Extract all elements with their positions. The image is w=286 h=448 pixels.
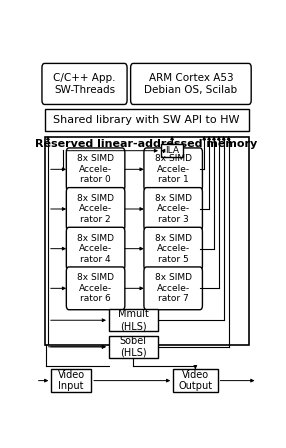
Text: Reserved linear-addressed memory: Reserved linear-addressed memory [35, 139, 258, 149]
Text: 8x SIMD
Accele-
rator 6: 8x SIMD Accele- rator 6 [77, 273, 114, 303]
Text: Video
Input: Video Input [58, 370, 85, 392]
FancyBboxPatch shape [66, 227, 125, 270]
Bar [45, 109, 249, 131]
Bar [109, 309, 158, 332]
Text: 8x SIMD
Accele-
rator 3: 8x SIMD Accele- rator 3 [155, 194, 192, 224]
Text: Video
Output: Video Output [178, 370, 212, 392]
FancyBboxPatch shape [144, 148, 202, 191]
Text: 8x SIMD
Accele-
rator 0: 8x SIMD Accele- rator 0 [77, 155, 114, 184]
Bar [161, 144, 183, 157]
Text: 8x SIMD
Accele-
rator 5: 8x SIMD Accele- rator 5 [155, 234, 192, 263]
Text: C/C++ App.
SW-Threads: C/C++ App. SW-Threads [53, 73, 116, 95]
Bar [109, 336, 158, 358]
Bar [45, 137, 249, 345]
FancyBboxPatch shape [66, 267, 125, 310]
Bar [51, 370, 91, 392]
Text: ARM Cortex A53
Debian OS, Scilab: ARM Cortex A53 Debian OS, Scilab [144, 73, 237, 95]
Text: Mmult
(HLS): Mmult (HLS) [118, 310, 149, 331]
Text: 8x SIMD
Accele-
rator 1: 8x SIMD Accele- rator 1 [155, 155, 192, 184]
Text: 8x SIMD
Accele-
rator 7: 8x SIMD Accele- rator 7 [155, 273, 192, 303]
FancyBboxPatch shape [144, 227, 202, 270]
Text: Sobel
(HLS): Sobel (HLS) [120, 336, 147, 358]
Text: Shared library with SW API to HW: Shared library with SW API to HW [53, 115, 240, 125]
FancyBboxPatch shape [144, 188, 202, 230]
Text: ILA: ILA [165, 146, 179, 155]
FancyBboxPatch shape [131, 64, 251, 104]
FancyBboxPatch shape [66, 148, 125, 191]
FancyBboxPatch shape [144, 267, 202, 310]
Text: 8x SIMD
Accele-
rator 4: 8x SIMD Accele- rator 4 [77, 234, 114, 263]
Bar [173, 370, 218, 392]
FancyBboxPatch shape [66, 188, 125, 230]
Text: 8x SIMD
Accele-
rator 2: 8x SIMD Accele- rator 2 [77, 194, 114, 224]
FancyBboxPatch shape [42, 64, 127, 104]
